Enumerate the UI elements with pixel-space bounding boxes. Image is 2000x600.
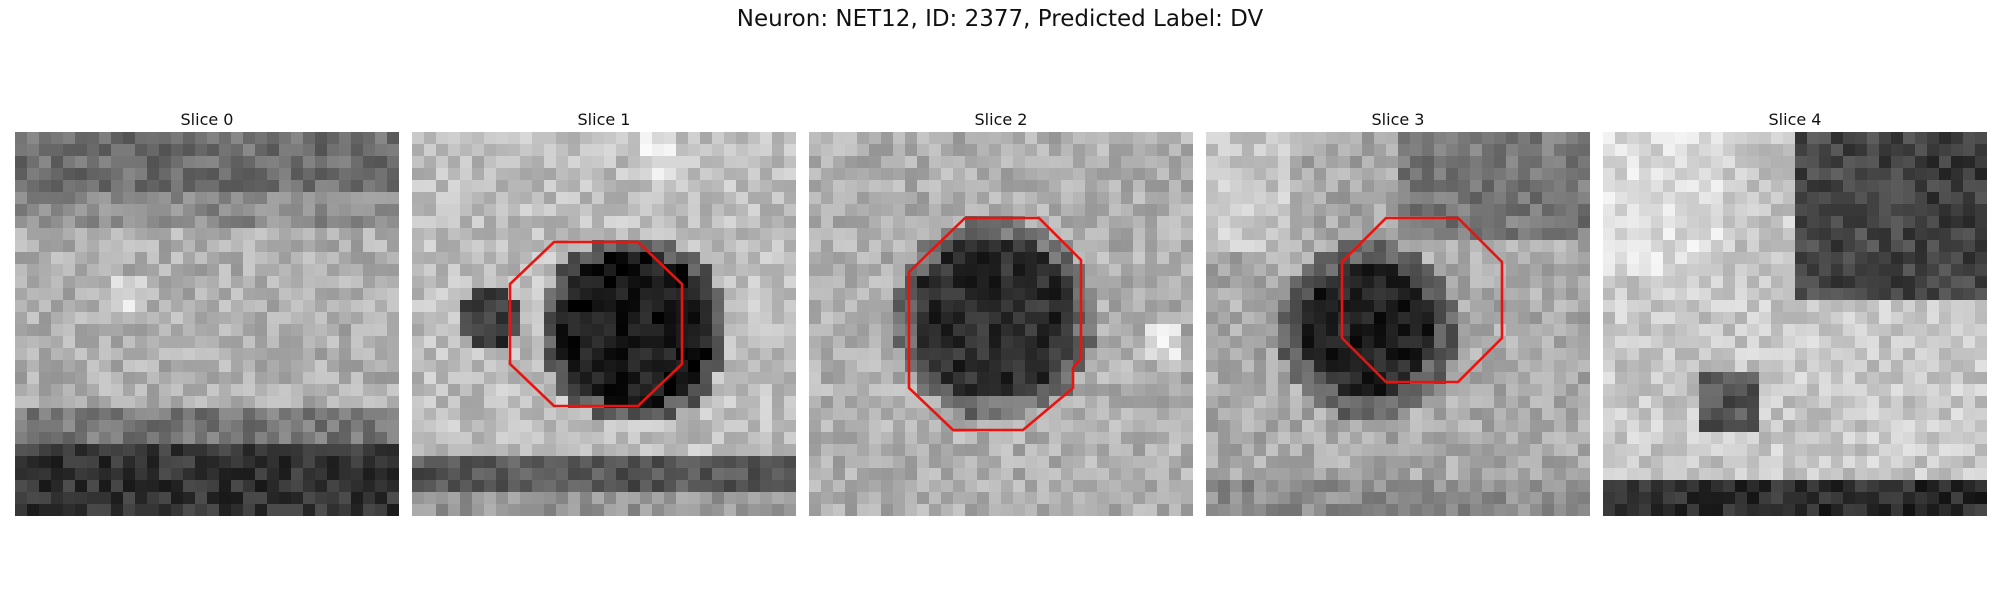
roi-overlay bbox=[1340, 216, 1504, 384]
slice-4-pixels bbox=[1603, 132, 1987, 516]
slice-0-pixels bbox=[15, 132, 399, 516]
figure-title: Neuron: NET12, ID: 2377, Predicted Label… bbox=[736, 6, 1264, 32]
slice-panel-1: Slice 1 bbox=[412, 108, 796, 516]
slice-panel-0: Slice 0 bbox=[15, 108, 399, 516]
slice-1-pixels bbox=[412, 132, 796, 516]
slice-panel-4: Slice 4 bbox=[1603, 108, 1987, 516]
slice-title: Slice 4 bbox=[1768, 110, 1822, 129]
roi-overlay bbox=[508, 240, 684, 408]
roi-outline bbox=[1340, 216, 1504, 384]
slice-title: Slice 3 bbox=[1371, 110, 1425, 129]
roi-outline bbox=[907, 216, 1083, 432]
slice-2-pixels bbox=[809, 132, 1193, 516]
slice-panel-2: Slice 2 bbox=[809, 108, 1193, 516]
slice-image bbox=[809, 132, 1193, 516]
slice-3-pixels bbox=[1206, 132, 1590, 516]
roi-outline bbox=[508, 240, 684, 408]
roi-overlay bbox=[907, 216, 1083, 432]
slice-image bbox=[1603, 132, 1987, 516]
slice-title: Slice 0 bbox=[180, 110, 234, 129]
slice-image bbox=[1206, 132, 1590, 516]
slice-image bbox=[15, 132, 399, 516]
slice-title: Slice 1 bbox=[577, 110, 631, 129]
slice-panel-3: Slice 3 bbox=[1206, 108, 1590, 516]
slice-image bbox=[412, 132, 796, 516]
slice-title: Slice 2 bbox=[974, 110, 1028, 129]
